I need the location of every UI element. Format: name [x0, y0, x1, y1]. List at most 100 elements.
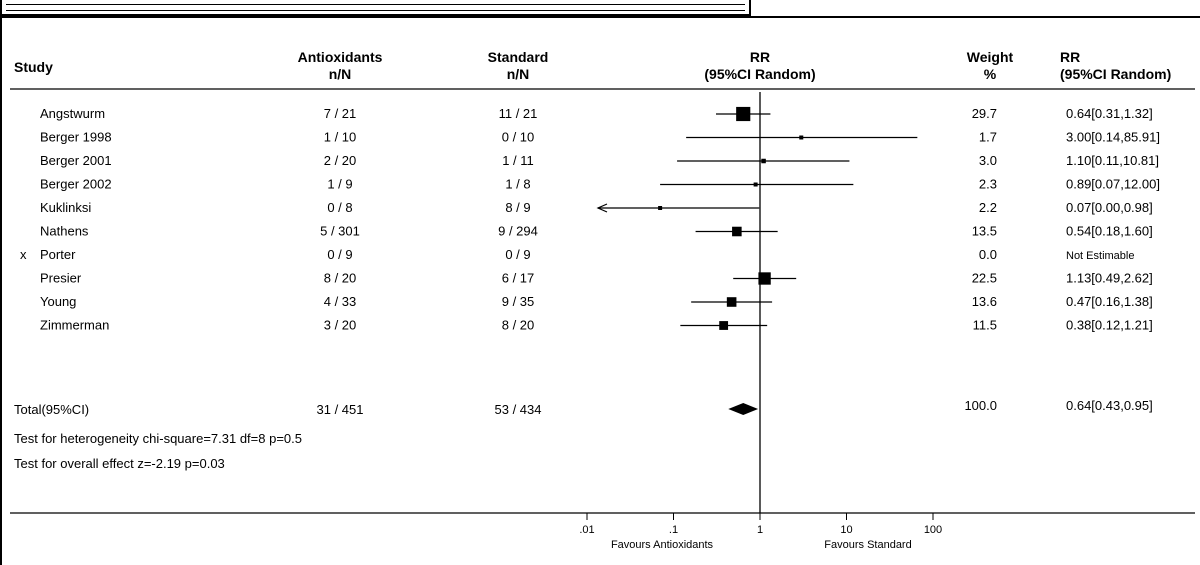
top-frame: [0, 0, 751, 16]
group1-count: 4 / 33: [324, 294, 357, 309]
study-row: Angstwurm 7 / 21 11 / 21 29.7 0.64[0.31,1.32…: [40, 106, 1153, 122]
header-row: Study Antioxidants n/N Standard n/N RR (…: [14, 49, 1171, 82]
left-rule: [0, 16, 2, 565]
group2-count: 9 / 294: [498, 224, 538, 239]
group1-count: 7 / 21: [324, 106, 357, 121]
rr-value: 0.38[0.12,1.21]: [1066, 318, 1153, 333]
study-row: x Porter 0 / 9 0 / 9 0.0 Not Estimable: [20, 247, 1134, 262]
top-frame-inner: [6, 4, 745, 11]
study-row: Young 4 / 33 9 / 35 13.6 0.47[0.16,1.38]: [40, 294, 1153, 309]
header-weight-title: Weight: [967, 49, 1014, 65]
header-weight-sub: %: [984, 66, 997, 82]
group2-count: 9 / 35: [502, 294, 535, 309]
header-group1-sub: n/N: [329, 66, 352, 82]
group1-count: 2 / 20: [324, 153, 357, 168]
group2-count: 0 / 10: [502, 130, 535, 145]
weight-value: 11.5: [973, 318, 997, 333]
group2-count: 6 / 17: [502, 271, 535, 286]
rr-value: 0.89[0.07,12.00]: [1066, 177, 1160, 192]
study-row: Presier 8 / 20 6 / 17 22.5 1.13[0.49,2.62]: [40, 271, 1153, 286]
study-name: Angstwurm: [40, 106, 105, 121]
group2-count: 8 / 9: [505, 200, 530, 215]
study-rows: Angstwurm 7 / 21 11 / 21 29.7 0.64[0.31,1.32…: [20, 106, 1160, 333]
study-name: Presier: [40, 271, 82, 286]
x-tick-label: 1: [757, 524, 763, 536]
group2-count: 1 / 11: [502, 153, 534, 168]
total-group1: 31 / 451: [317, 402, 364, 417]
rr-value: 1.10[0.11,10.81]: [1066, 153, 1159, 168]
weight-value: 0.0: [979, 247, 997, 262]
study-name: Zimmerman: [40, 318, 109, 333]
effect-square: [719, 321, 729, 330]
x-tick-label: .01: [579, 524, 594, 536]
total-label: Total(95%CI): [14, 402, 89, 417]
effect-square: [658, 206, 663, 210]
study-name: Berger 2001: [40, 153, 112, 168]
x-tick-label: 100: [924, 524, 942, 536]
group1-count: 1 / 9: [327, 177, 352, 192]
header-study: Study: [14, 59, 53, 75]
group1-count: 3 / 20: [324, 318, 357, 333]
weight-value: 13.6: [972, 294, 997, 309]
effect-square: [758, 272, 771, 285]
weight-value: 3.0: [979, 153, 997, 168]
test-heterogeneity: Test for heterogeneity chi-square=7.31 d…: [14, 431, 302, 446]
header-plot-sub: (95%CI Random): [704, 66, 815, 82]
rr-value: 1.13[0.49,2.62]: [1066, 271, 1153, 286]
rr-value: 3.00[0.14,85.91]: [1066, 130, 1160, 145]
weight-value: 2.3: [979, 177, 997, 192]
test-overall-effect: Test for overall effect z=-2.19 p=0.03: [14, 456, 225, 471]
study-name: Young: [40, 294, 76, 309]
study-name: Nathens: [40, 224, 89, 239]
favours-left-label: Favours Antioxidants: [611, 539, 714, 551]
weight-value: 2.2: [979, 200, 997, 215]
header-plot-title: RR: [750, 49, 770, 65]
rr-value: 0.64[0.31,1.32]: [1066, 106, 1153, 121]
total-weight: 100.0: [964, 398, 997, 413]
study-row: Nathens 5 / 301 9 / 294 13.5 0.54[0.18,1.60]: [40, 224, 1153, 239]
effect-square: [726, 297, 737, 307]
group1-count: 8 / 20: [324, 271, 357, 286]
group1-count: 0 / 9: [327, 247, 352, 262]
header-group2-title: Standard: [488, 49, 549, 65]
group2-count: 11 / 21: [499, 106, 538, 121]
total-rr: 0.64[0.43,0.95]: [1066, 398, 1153, 413]
effect-square: [761, 158, 766, 164]
weight-value: 13.5: [972, 224, 997, 239]
study-name: Kuklinksi: [40, 200, 91, 215]
group2-count: 1 / 8: [505, 177, 530, 192]
effect-square: [736, 106, 751, 122]
x-axis: .01 .1 1 10 100: [579, 513, 942, 536]
rr-value: 0.47[0.16,1.38]: [1066, 294, 1153, 309]
ci-arrow-left: [596, 203, 608, 213]
group1-count: 5 / 301: [320, 224, 360, 239]
effect-square: [799, 135, 804, 140]
x-tick-label: 10: [840, 524, 852, 536]
x-tick-label: .1: [669, 524, 678, 536]
pooled-diamond: [728, 403, 759, 415]
effect-square: [753, 182, 758, 187]
header-group2-sub: n/N: [507, 66, 530, 82]
study-row: Berger 2001 2 / 20 1 / 11 3.0 1.10[0.11,10.8…: [40, 153, 1159, 168]
rr-value: Not Estimable: [1066, 250, 1134, 262]
group2-count: 8 / 20: [502, 318, 535, 333]
header-group1-title: Antioxidants: [298, 49, 383, 65]
group1-count: 1 / 10: [324, 130, 357, 145]
group1-count: 0 / 8: [327, 200, 352, 215]
weight-value: 22.5: [972, 271, 997, 286]
top-rule: [0, 16, 1200, 18]
favours-right-label: Favours Standard: [824, 539, 911, 551]
study-row: Berger 1998 1 / 10 0 / 10 1.7 3.00[0.14,85.9…: [40, 130, 1160, 145]
header-rr-sub: (95%CI Random): [1060, 66, 1171, 82]
study-row: Berger 2002 1 / 9 1 / 8 2.3 0.89[0.07,12.00]: [40, 177, 1160, 192]
group2-count: 0 / 9: [505, 247, 530, 262]
exclusion-marker: x: [20, 247, 27, 262]
rr-value: 0.54[0.18,1.60]: [1066, 224, 1153, 239]
tests: Test for heterogeneity chi-square=7.31 d…: [14, 431, 302, 471]
effect-square: [732, 226, 742, 237]
study-name: Porter: [40, 247, 76, 262]
rr-value: 0.07[0.00,0.98]: [1066, 200, 1153, 215]
total-row: Total(95%CI) 31 / 451 53 / 434 100.0 0.64[0.…: [14, 398, 1153, 417]
weight-value: 1.7: [979, 130, 997, 145]
